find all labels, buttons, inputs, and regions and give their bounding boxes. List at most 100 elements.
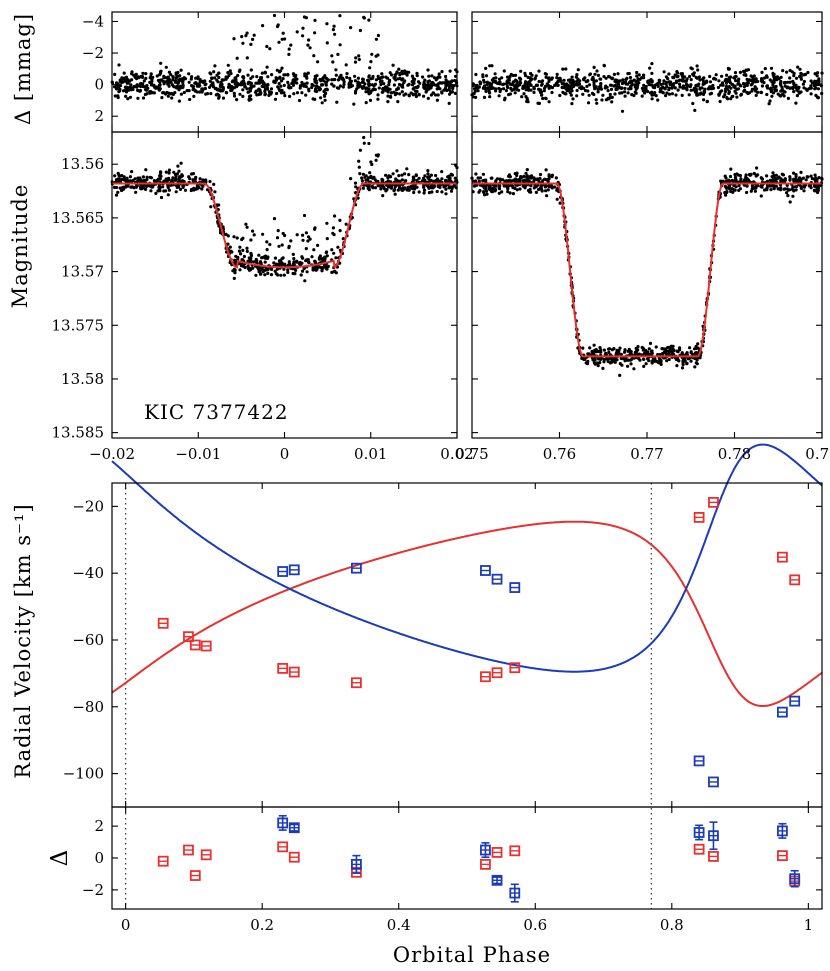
residual-point — [568, 78, 573, 82]
light-curve-point — [770, 175, 774, 179]
x-tick-label: 0.79 — [805, 445, 830, 463]
residual-point — [781, 69, 785, 73]
residual-point — [319, 79, 323, 83]
residual-point — [426, 68, 430, 72]
residual-point — [208, 79, 212, 83]
residual-point — [124, 94, 128, 98]
residual-point — [681, 77, 685, 82]
residual-point — [361, 80, 365, 84]
residual-point — [809, 84, 813, 88]
light-curve-point — [788, 175, 792, 179]
light-curve-point — [429, 173, 433, 177]
residual-point — [590, 91, 595, 95]
light-curve-point — [440, 177, 444, 181]
residual-point — [172, 85, 176, 89]
residual-point — [741, 69, 746, 73]
light-curve-point — [368, 175, 372, 179]
light-curve-point — [637, 357, 641, 361]
light-curve-point — [783, 178, 787, 182]
light-curve-point — [478, 176, 482, 180]
light-curve-point — [809, 174, 813, 178]
light-curve-point — [601, 366, 605, 370]
residual-point — [664, 75, 669, 79]
residual-point — [769, 66, 774, 70]
residual-point — [515, 84, 519, 88]
light-curve-point — [237, 249, 241, 253]
light-curve-point — [594, 350, 599, 354]
light-curve-point — [759, 185, 764, 189]
light-curve-point — [590, 349, 594, 353]
light-curve-point — [304, 247, 308, 251]
residual-point — [338, 14, 342, 18]
residual-point — [435, 98, 439, 102]
residual-point — [525, 99, 529, 104]
y-tick-label: 13.56 — [61, 155, 104, 173]
residual-point — [275, 91, 279, 96]
residual-point — [555, 72, 559, 76]
light-curve-point — [553, 185, 557, 189]
residual-point — [301, 34, 305, 38]
residual-point — [400, 72, 405, 76]
residual-point — [265, 85, 269, 90]
residual-point — [335, 100, 339, 104]
light-curve-point — [292, 262, 296, 266]
light-curve-point — [813, 173, 817, 177]
light-curve-point — [266, 271, 270, 275]
residual-point — [637, 81, 641, 85]
residual-point — [295, 91, 300, 95]
residual-point — [446, 83, 450, 87]
light-curve-point — [170, 178, 174, 182]
residual-point — [113, 72, 117, 76]
x-tick-label: 0.75 — [455, 445, 488, 463]
secondary-eclipse-dots — [470, 166, 824, 377]
residual-point — [497, 86, 501, 91]
residual-point — [582, 77, 586, 81]
residual-point — [695, 64, 699, 68]
residual-point — [703, 81, 707, 85]
residual-point — [422, 94, 426, 98]
light-curve-point — [115, 185, 119, 190]
light-curve-point — [774, 184, 779, 188]
residual-point — [275, 24, 280, 29]
residual-point — [599, 82, 603, 86]
residual-point — [415, 71, 419, 75]
residual-point — [187, 72, 191, 76]
light-curve-point — [478, 189, 482, 193]
light-curve-point — [642, 357, 646, 361]
residual-point — [813, 72, 817, 76]
residual-point — [427, 83, 431, 87]
light-curve-point — [450, 186, 454, 191]
residual-point — [775, 78, 779, 82]
residual-point — [412, 86, 416, 90]
residual-point — [661, 82, 665, 86]
residual-point — [497, 77, 502, 81]
light-curve-point — [675, 364, 679, 368]
light-curve-point — [287, 244, 291, 248]
light-curve-point — [474, 172, 478, 176]
residual-point — [797, 85, 801, 89]
light-curve-point — [653, 357, 657, 361]
residual-point — [646, 89, 650, 94]
residual-point — [727, 90, 731, 94]
residual-point — [550, 76, 554, 80]
light-curve-point — [807, 184, 811, 188]
light-curve-point — [802, 189, 806, 193]
residual-point — [158, 83, 162, 87]
residual-point — [620, 86, 624, 90]
light-curve-point — [407, 185, 411, 189]
residual-point — [313, 18, 317, 22]
residual-point — [537, 69, 541, 73]
light-curve-point — [657, 356, 661, 360]
light-curve-point — [167, 176, 171, 180]
residual-point — [797, 90, 801, 94]
light-curve-point — [191, 172, 195, 176]
residual-point — [213, 76, 217, 80]
residual-point — [364, 90, 368, 94]
light-curve-point — [246, 259, 250, 263]
residual-point — [313, 88, 318, 92]
light-curve-point — [623, 350, 627, 354]
residual-point — [608, 83, 613, 87]
residual-point — [807, 87, 811, 91]
residual-point — [281, 31, 285, 35]
x-tick-label: 0.78 — [718, 445, 751, 463]
